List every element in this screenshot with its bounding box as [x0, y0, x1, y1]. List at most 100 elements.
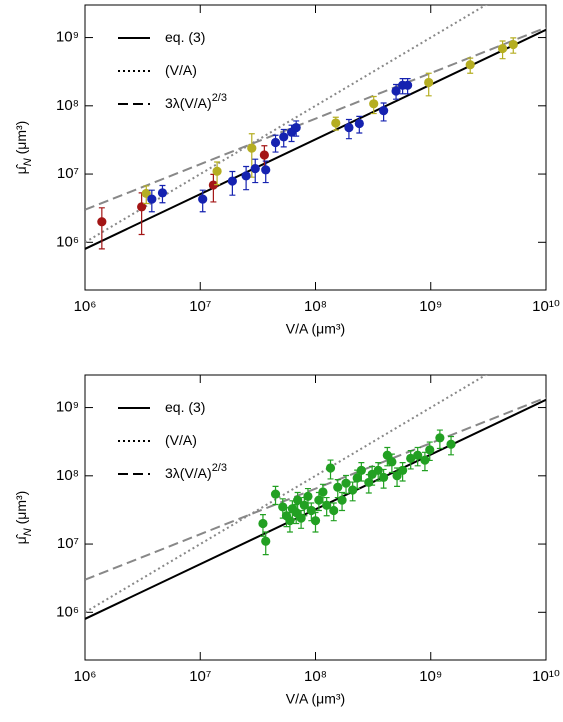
x-tick-label: 10⁷ [189, 668, 211, 685]
y-tick-label: 10⁹ [56, 399, 79, 416]
legend-label-part: (V/A) [165, 432, 197, 448]
data-point [508, 39, 518, 50]
data-point [318, 487, 328, 497]
data-point [413, 450, 423, 460]
legend-label-part: eq. (3) [165, 399, 205, 415]
y-tick-label: 10⁷ [57, 165, 79, 182]
x-tick-label: 10¹⁰ [532, 668, 560, 685]
data-point [212, 166, 222, 176]
data-point [198, 194, 208, 204]
data-point [497, 43, 508, 54]
y-axis-label-part: μ̂ [13, 533, 29, 544]
x-tick-label: 10⁹ [419, 668, 442, 685]
data-point [208, 180, 218, 190]
panel: 10⁶ 10⁷ 10⁸ 10⁹ 10¹⁰ 10⁶ 10⁷ 10⁸ 10⁹ V/A (μm³) μ̂N… [13, 4, 560, 337]
data-point [278, 502, 288, 512]
y-axis-label-part: (μm³) [13, 491, 29, 529]
data-point [291, 122, 301, 133]
data-point [373, 465, 383, 476]
y-tick-label: 10⁶ [56, 233, 79, 250]
data-point [424, 77, 434, 88]
data-point [354, 118, 364, 129]
data-point [331, 118, 341, 128]
data-point [329, 505, 339, 516]
data-point [356, 465, 366, 476]
x-tick-label: 10⁸ [304, 298, 327, 315]
data-point [147, 194, 157, 204]
legend-label: 3λ(V/A)2/3 [165, 462, 227, 481]
data-point [261, 165, 271, 175]
legend-label-part: 3λ(V/A) [165, 465, 212, 481]
data-point [303, 491, 313, 501]
data-point [348, 485, 358, 495]
data-point [337, 495, 347, 505]
data-point [241, 171, 251, 181]
x-tick-label: 10⁸ [304, 668, 327, 685]
data-point [333, 482, 343, 492]
y-tick-label: 10⁶ [56, 603, 79, 620]
legend-label: eq. (3) [165, 399, 205, 415]
data-point [285, 516, 295, 526]
data-point [247, 143, 257, 153]
data-point [310, 516, 321, 526]
data-point [325, 463, 336, 473]
x-axis-label: V/A (μm³) [286, 691, 345, 707]
data-point [364, 477, 374, 488]
plot-area [85, 5, 546, 250]
x-tick-label: 10⁷ [189, 298, 211, 315]
legend-label: (V/A) [165, 62, 197, 78]
legend-label: eq. (3) [165, 29, 205, 45]
legend-label: (V/A) [165, 432, 197, 448]
y-axis-label-part: μ̂ [13, 163, 29, 174]
data-point [270, 137, 281, 148]
x-tick-label: 10⁶ [74, 668, 97, 685]
data-point [258, 518, 268, 529]
data-point [425, 445, 435, 455]
data-point [299, 500, 309, 510]
data-point [344, 122, 354, 133]
data-point [227, 176, 237, 186]
fit-line [85, 5, 488, 244]
y-tick-label: 10⁸ [56, 97, 79, 114]
data-point [293, 495, 303, 505]
data-point [157, 188, 168, 198]
data-point [250, 164, 260, 174]
y-axis-label: μ̂N (μm³) [13, 121, 34, 175]
data-point [314, 495, 324, 505]
x-axis-label: V/A (μm³) [286, 321, 345, 337]
data-point [97, 217, 107, 227]
legend-label-part: 2/3 [212, 92, 227, 104]
y-axis-label-part: N [22, 528, 34, 536]
data-point [137, 202, 147, 212]
y-axis-label-part: (μm³) [13, 121, 29, 159]
plot-area [85, 375, 546, 620]
y-tick-label: 10⁷ [57, 535, 79, 552]
y-tick-label: 10⁸ [56, 467, 79, 484]
data-point [341, 478, 351, 488]
x-tick-label: 10⁶ [74, 298, 97, 315]
data-point [261, 536, 271, 546]
data-point [403, 80, 413, 90]
error-bar [138, 192, 145, 236]
x-tick-label: 10⁹ [419, 298, 442, 315]
y-axis-label: μ̂N (μm³) [13, 491, 34, 545]
data-point [382, 450, 392, 460]
data-point [369, 99, 379, 109]
data-point [420, 455, 430, 465]
legend-label-part: 3λ(V/A) [165, 95, 212, 111]
error-bar [98, 207, 105, 250]
fit-line [85, 375, 488, 614]
plot-frame [84, 4, 547, 291]
y-tick-label: 10⁹ [56, 29, 79, 46]
data-point [465, 60, 475, 70]
panel: 10⁶ 10⁷ 10⁸ 10⁹ 10¹⁰ 10⁶ 10⁷ 10⁸ 10⁹ V/A (μm³) μ̂N… [13, 374, 560, 707]
data-point [406, 453, 416, 463]
x-tick-label: 10¹⁰ [532, 298, 560, 315]
legend-label-part: (V/A) [165, 62, 197, 78]
data-point [379, 472, 389, 482]
data-point [306, 505, 316, 516]
data-point [387, 457, 397, 467]
data-point [398, 465, 408, 476]
data-point [352, 473, 362, 483]
